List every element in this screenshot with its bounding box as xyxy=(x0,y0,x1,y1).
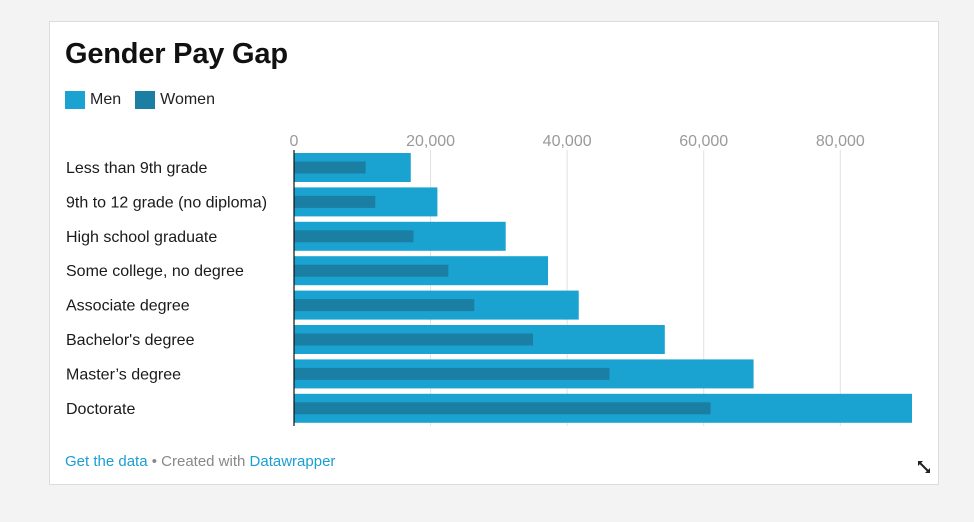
category-label: 9th to 12 grade (no diploma) xyxy=(66,194,267,211)
category-label: High school graduate xyxy=(66,229,217,246)
x-tick-label: 60,000 xyxy=(679,133,728,150)
legend: Men Women xyxy=(65,91,229,109)
legend-swatch-women xyxy=(135,91,156,109)
bar-women xyxy=(294,402,711,415)
x-tick-label: 80,000 xyxy=(816,133,865,150)
footer: Get the data • Created with Datawrapper xyxy=(65,453,335,470)
bar-women xyxy=(294,161,366,174)
category-label: Bachelor's degree xyxy=(66,332,195,349)
datawrapper-link[interactable]: Datawrapper xyxy=(249,453,336,470)
legend-item-women: Women xyxy=(135,91,215,109)
category-label: Master’s degree xyxy=(66,366,181,383)
bar-women xyxy=(294,264,449,277)
category-label: Doctorate xyxy=(66,401,135,418)
category-label: Associate degree xyxy=(66,298,190,315)
category-label: Less than 9th grade xyxy=(66,160,208,177)
legend-item-men: Men xyxy=(65,91,121,109)
get-data-link[interactable]: Get the data xyxy=(65,453,148,470)
bar-women xyxy=(294,230,414,243)
bar-women xyxy=(294,195,376,208)
category-label: Some college, no degree xyxy=(66,263,244,280)
footer-credit-text: • Created with xyxy=(147,453,250,470)
legend-swatch-men xyxy=(65,91,85,109)
legend-label-men: Men xyxy=(90,91,122,108)
x-tick-label: 40,000 xyxy=(543,133,592,150)
chart-title: Gender Pay Gap xyxy=(65,38,288,70)
chart-card: Gender Pay Gap Men Women 0 20,000 40,000 60… xyxy=(49,21,939,485)
bar-women xyxy=(294,367,610,380)
bar-women xyxy=(294,299,475,312)
bar-women xyxy=(294,333,534,346)
x-tick-label: 0 xyxy=(290,133,299,150)
legend-label-women: Women xyxy=(160,91,215,108)
expand-icon[interactable] xyxy=(916,459,932,475)
x-tick-label: 20,000 xyxy=(406,133,455,150)
bar-chart: 0 20,000 40,000 60,000 80,000 Less than 9th g… xyxy=(66,133,912,426)
